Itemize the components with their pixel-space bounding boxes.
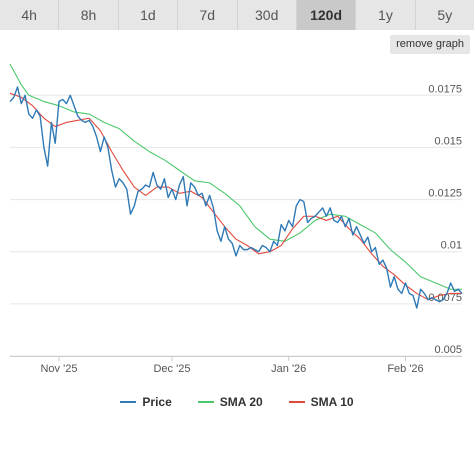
tab-4h[interactable]: 4h [0,0,60,30]
tab-1y[interactable]: 1y [356,0,416,30]
tab-8h[interactable]: 8h [59,0,119,30]
x-tick-label: Jan '26 [271,363,306,375]
legend-label-sma20: SMA 20 [219,395,263,409]
x-tick-label: Nov '25 [40,363,77,375]
timeframe-tabs: 4h 8h 1d 7d 30d 120d 1y 5y [0,0,474,30]
y-tick-label: 0.015 [434,135,462,147]
chart-legend: Price SMA 20 SMA 10 [0,392,474,412]
legend-swatch-sma10 [288,401,305,403]
tab-5y[interactable]: 5y [415,0,474,30]
legend-item-price[interactable]: Price [120,392,172,412]
y-tick-label: 0.0175 [428,83,462,95]
tab-30d[interactable]: 30d [237,0,297,30]
remove-graph-button[interactable]: remove graph [390,35,470,54]
y-tick-label: 0.005 [434,344,462,356]
x-tick-label: Dec '25 [153,363,190,375]
series-line-price [9,86,463,309]
legend-swatch-sma20 [197,401,214,403]
series-line-sma10 [9,92,462,301]
x-tick-label: Feb '26 [387,363,423,375]
tab-7d[interactable]: 7d [178,0,238,30]
legend-item-sma20[interactable]: SMA 20 [197,392,263,412]
legend-item-sma10[interactable]: SMA 10 [288,392,354,412]
y-tick-label: 0.0125 [428,188,462,200]
legend-label-sma10: SMA 10 [310,395,354,409]
legend-swatch-price [120,401,137,403]
y-tick-label: 0.01 [441,240,462,252]
legend-label-price: Price [142,395,172,409]
tab-120d[interactable]: 120d [296,0,357,30]
tab-1d[interactable]: 1d [118,0,179,30]
